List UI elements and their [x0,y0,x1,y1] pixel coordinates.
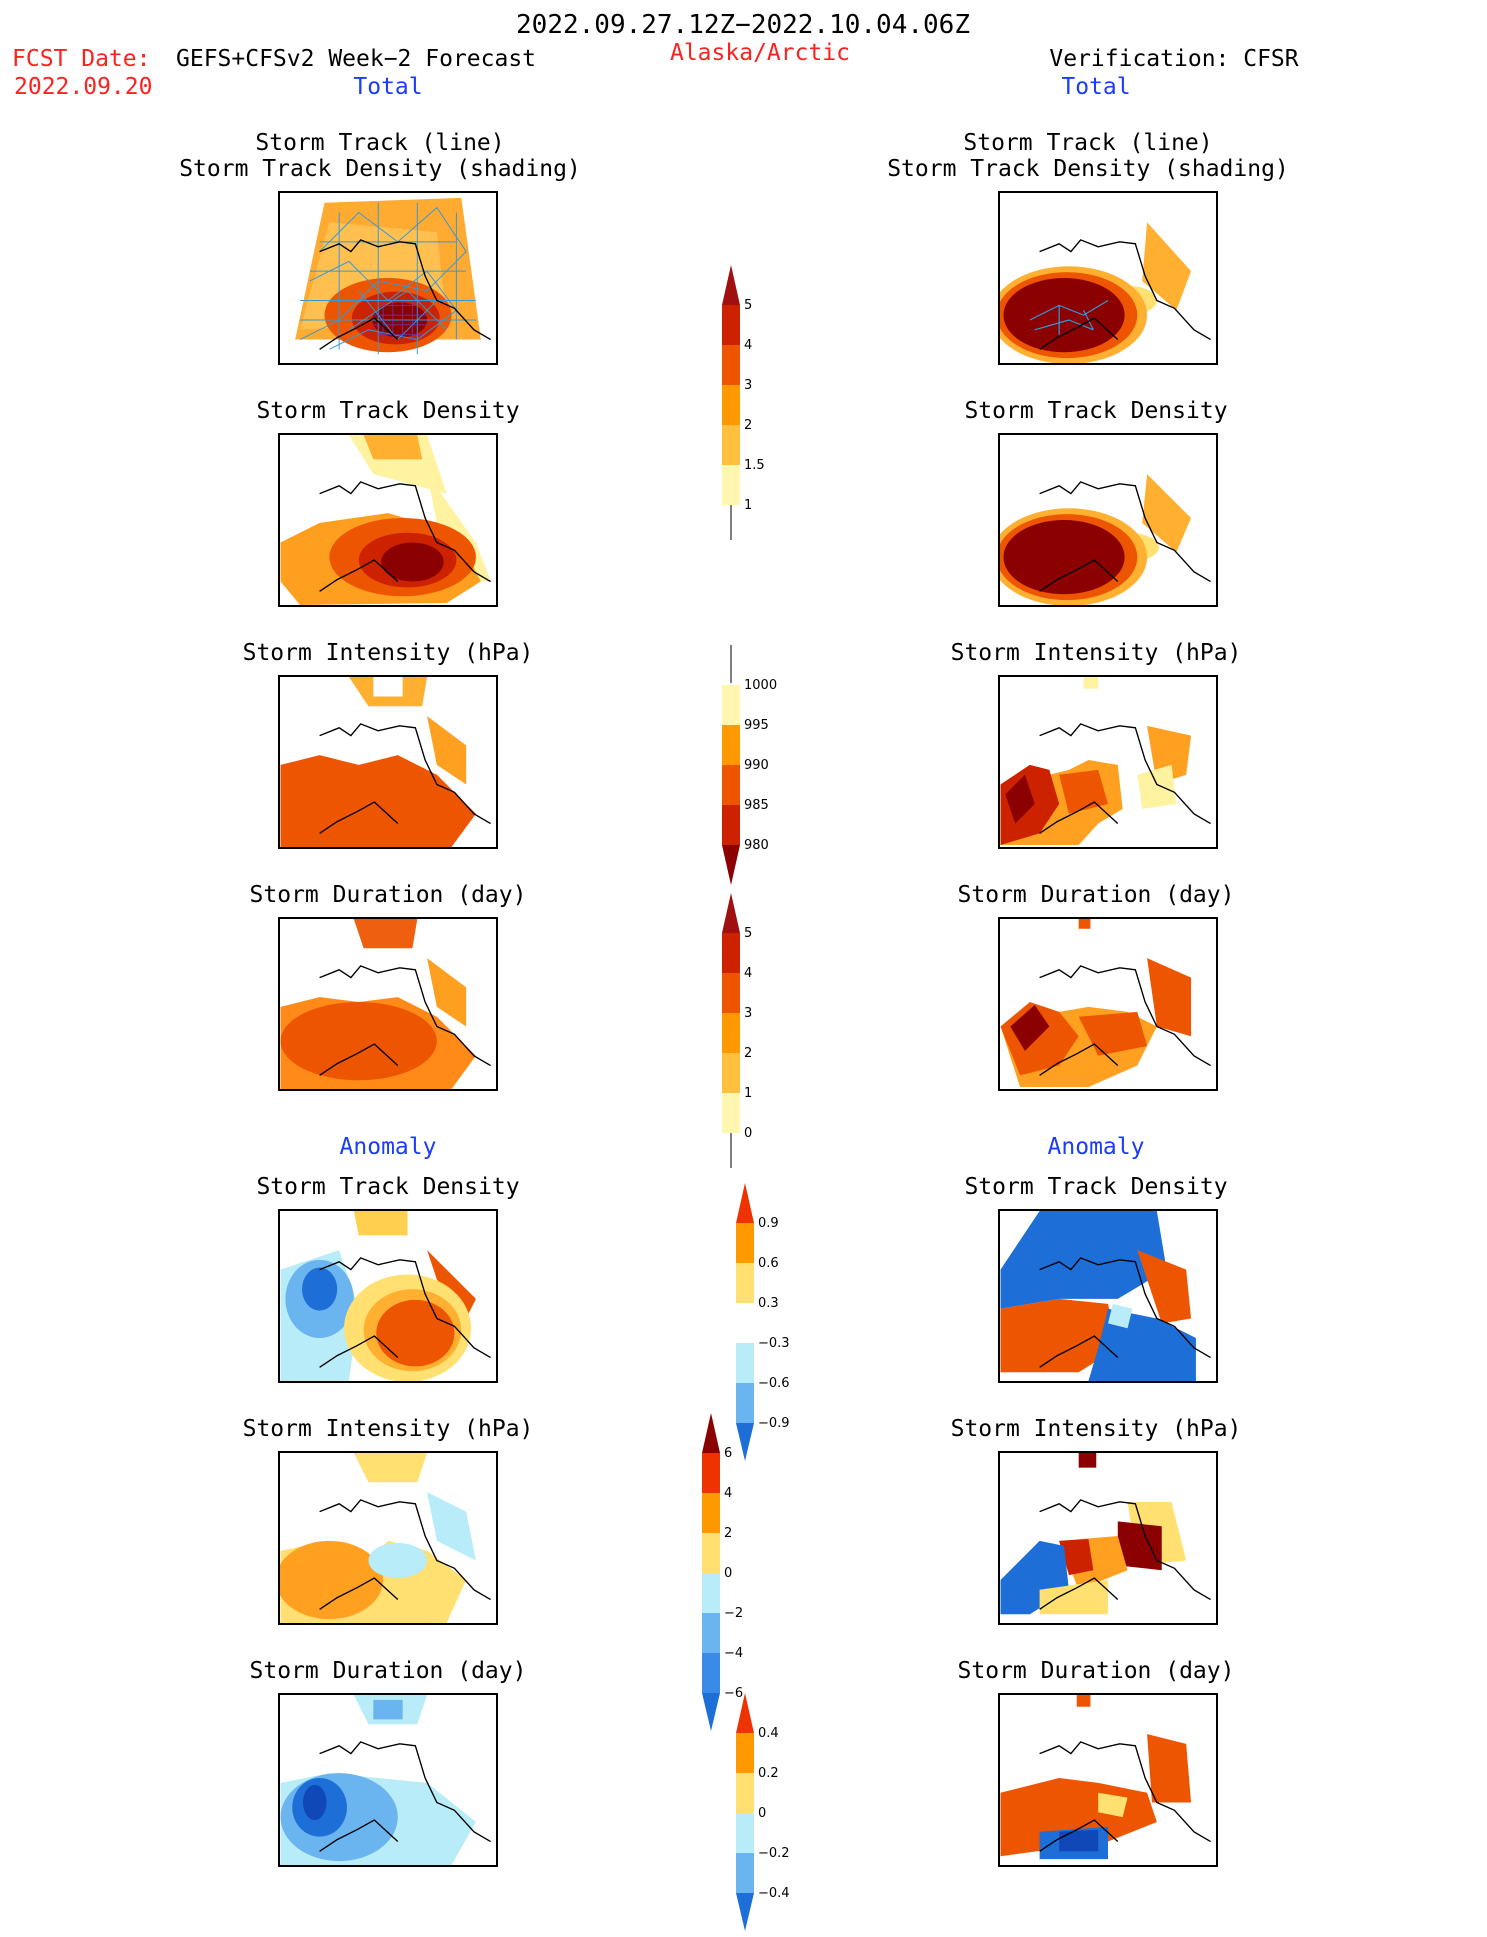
colorbar-density-anom: 0.9 0.6 0.3 −0.3 −0.6 −0.9 [736,1183,796,1467]
colorbar-duration: 5 4 3 2 1 0 [722,893,782,1177]
panel-title-duration-anom-right: Storm Duration (day) [957,1658,1235,1684]
cb-density-label-4: 1.5 [744,458,765,473]
cb-density-label-2: 3 [744,378,752,393]
panel-title-density-right: Storm Track Density [964,398,1228,424]
map-density-verification [998,433,1218,607]
cb-density-label-0: 5 [744,298,752,313]
map-duration-anom-forecast [278,1693,498,1867]
cb-intensity-anom-label-0: 6 [724,1446,732,1461]
cb-intensity-anom-label-5: −4 [724,1646,743,1661]
cb-intensity-anom-label-3: 0 [724,1566,732,1581]
cb-duration-anom-label-0: 0.4 [758,1726,779,1741]
cb-density-label-1: 4 [744,338,752,353]
panel-title-intensity-anom-left: Storm Intensity (hPa) [242,1416,534,1442]
fcst-date-value: 2022.09.20 [14,74,153,100]
map-density-anom-verification [998,1209,1218,1383]
colorbar-duration-anom: 0.4 0.2 0 −0.2 −0.4 [736,1693,796,1937]
anomaly-label-left: Anomaly [339,1134,437,1160]
panel-title-track-line-right: Storm Track (line) [963,130,1213,156]
map-duration-verification [998,917,1218,1091]
cb-duration-label-1: 4 [744,966,752,981]
cb-duration-anom-label-4: −0.4 [758,1886,790,1901]
map-track-verification [998,191,1218,365]
cb-density-anom-label-5: −0.9 [758,1416,790,1431]
cb-intensity-anom-label-6: −6 [724,1686,743,1701]
cb-density-anom-label-4: −0.6 [758,1376,790,1391]
cb-duration-label-5: 0 [744,1126,752,1141]
cb-density-anom-label-0: 0.9 [758,1216,779,1231]
map-intensity-verification [998,675,1218,849]
cb-duration-anom-label-1: 0.2 [758,1766,779,1781]
colorbar-density: 5 4 3 2 1.5 1 [722,265,782,549]
map-intensity-anom-verification [998,1451,1218,1625]
map-track-forecast [278,191,498,365]
panel-title-track-line-left: Storm Track (line) [255,130,505,156]
cb-intensity-anom-label-2: 2 [724,1526,732,1541]
cb-intensity-anom-label-1: 4 [724,1486,732,1501]
cb-density-label-5: 1 [744,498,752,513]
map-intensity-forecast [278,675,498,849]
map-density-forecast [278,433,498,607]
cb-density-anom-label-1: 0.6 [758,1256,779,1271]
colorbar-intensity-anom: 6 4 2 0 −2 −4 −6 [702,1413,762,1737]
total-label-left: Total [353,74,423,100]
cb-duration-label-0: 5 [744,926,752,941]
map-density-anom-forecast [278,1209,498,1383]
anomaly-label-right: Anomaly [1047,1134,1145,1160]
panel-title-density-anom-right: Storm Track Density [964,1174,1228,1200]
cb-intensity-label-4: 980 [744,838,769,853]
panel-title-duration-left: Storm Duration (day) [249,882,527,908]
cb-density-anom-label-2: 0.3 [758,1296,779,1311]
fcst-date-label: FCST Date: [12,46,151,72]
panel-title-track-shading-right: Storm Track Density (shading) [887,156,1289,182]
cb-intensity-label-1: 995 [744,718,769,733]
cb-intensity-label-2: 990 [744,758,769,773]
panel-title-density-left: Storm Track Density [256,398,520,424]
cb-duration-anom-label-2: 0 [758,1806,766,1821]
cb-density-anom-label-3: −0.3 [758,1336,790,1351]
cb-duration-anom-label-3: −0.2 [758,1846,790,1861]
verification-label: Verification: CFSR [1049,46,1299,72]
panel-title-intensity-left: Storm Intensity (hPa) [242,640,534,666]
cb-duration-label-2: 3 [744,1006,752,1021]
panel-title-intensity-anom-right: Storm Intensity (hPa) [950,1416,1242,1442]
panel-title-duration-right: Storm Duration (day) [957,882,1235,908]
map-duration-anom-verification [998,1693,1218,1867]
panel-title-track-shading-left: Storm Track Density (shading) [179,156,581,182]
fcst-model-label: GEFS+CFSv2 Week−2 Forecast [176,46,537,72]
map-duration-forecast [278,917,498,1091]
region-label: Alaska/Arctic [669,40,851,66]
cb-duration-label-4: 1 [744,1086,752,1101]
date-range-title: 2022.09.27.12Z−2022.10.04.06Z [516,10,970,40]
cb-duration-label-3: 2 [744,1046,752,1061]
cb-intensity-label-0: 1000 [744,678,777,693]
panel-title-intensity-right: Storm Intensity (hPa) [950,640,1242,666]
cb-intensity-label-3: 985 [744,798,769,813]
map-intensity-anom-forecast [278,1451,498,1625]
total-label-right: Total [1061,74,1131,100]
panel-title-density-anom-left: Storm Track Density [256,1174,520,1200]
cb-intensity-anom-label-4: −2 [724,1606,743,1621]
cb-density-label-3: 2 [744,418,752,433]
panel-title-duration-anom-left: Storm Duration (day) [249,1658,527,1684]
colorbar-intensity: 1000 995 990 985 980 [722,645,782,889]
